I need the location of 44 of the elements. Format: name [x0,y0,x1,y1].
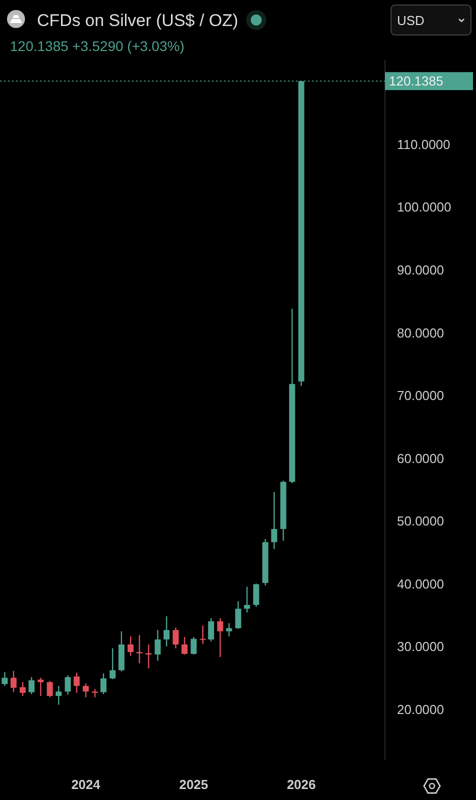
chart-title: CFDs on Silver (US$ / OZ) [37,11,238,30]
candlestick [271,491,278,550]
candlestick [100,672,106,695]
y-tick-label: 20.0000 [397,702,444,717]
candlestick [217,618,224,658]
candlestick [136,634,142,664]
y-tick-label: 30.0000 [397,639,444,654]
currency-select: USD [390,4,472,36]
x-tick-label: 2025 [179,777,208,792]
candlestick [164,616,170,647]
candlestick [172,626,179,649]
candlestick [208,618,214,642]
candlestick [56,685,62,706]
candlestick [226,622,232,637]
candlestick [28,676,35,695]
candlestick [82,682,89,698]
candlestick [110,648,116,680]
candlestick [64,674,71,696]
candlestick [128,636,134,656]
candlestick [20,682,26,697]
candlestick [38,677,44,697]
candlestick [235,600,242,630]
ref-line-label: 120.1385 [389,74,444,89]
y-tick-label: 60.0000 [397,450,444,466]
candlestick [154,629,161,662]
candlestick [182,636,188,656]
candlestick [200,625,206,644]
candlestick [244,586,250,614]
candlestick [46,680,53,698]
candlestick [253,582,260,608]
candlestick [74,672,80,694]
x-tick-label: 2024 [71,777,102,792]
x-tick-label: 2026 [286,777,316,792]
y-tick-label: 100.0000 [397,200,452,215]
y-tick-label: 40.0000 [397,576,444,592]
y-tick-label: 90.0000 [397,262,444,278]
chart-subtitle: 120.1385 +3.5290 (+3.03%) [10,38,184,54]
candlestick [190,636,197,656]
candlestick [2,672,8,687]
y-tick-label: 80.0000 [397,325,444,340]
candlestick [10,670,17,693]
y-tick-label: 110.0000 [397,136,450,152]
y-tick-label: 70.0000 [397,388,444,404]
y-tick-label: 50.0000 [397,514,444,529]
